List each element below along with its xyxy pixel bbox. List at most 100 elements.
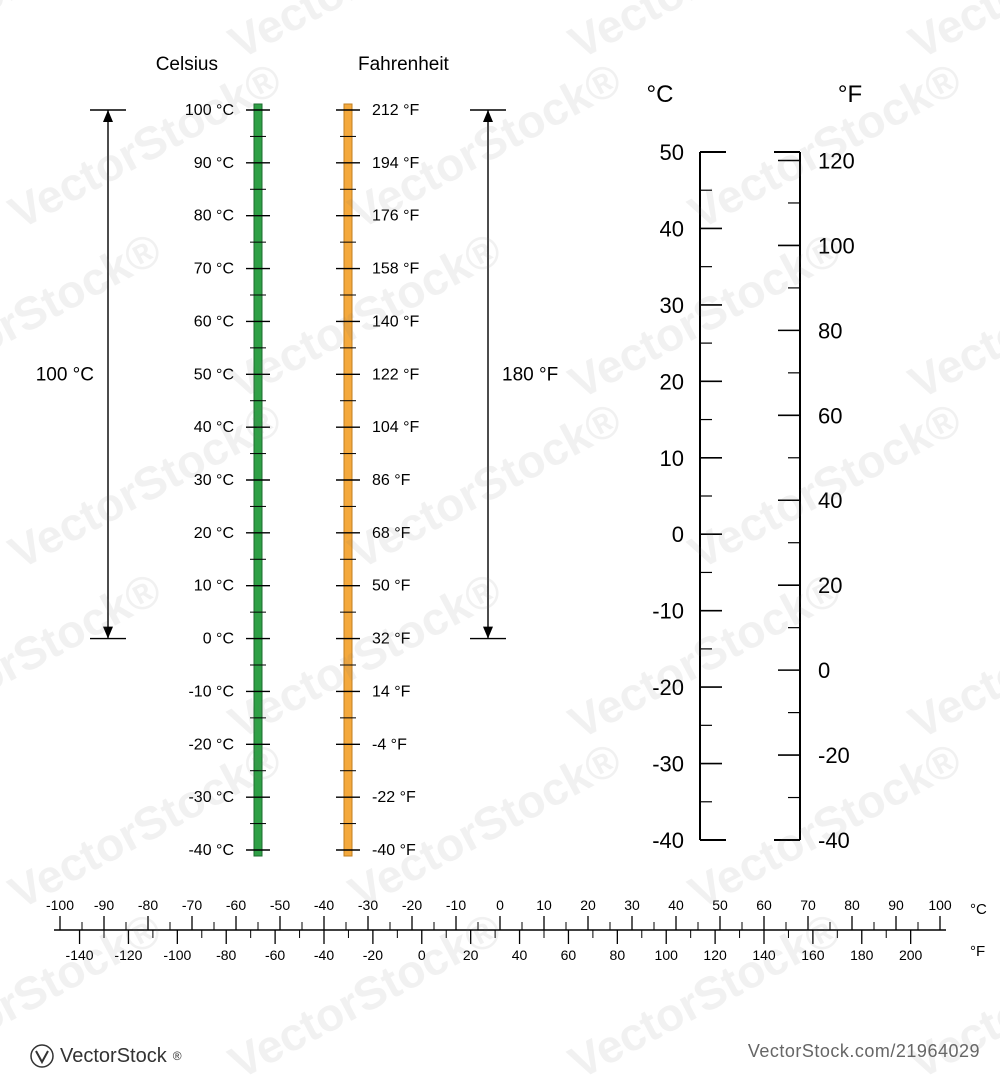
brand-footer: VectorStock ® <box>30 1044 182 1068</box>
tick-label: 158 °F <box>372 261 420 278</box>
tick-label: 30 °C <box>194 472 234 489</box>
right-header-c: °C <box>647 81 674 108</box>
bottom-c-tick: 50 <box>712 897 728 913</box>
bottom-f-tick: 160 <box>801 947 825 963</box>
tick-label: 0 °C <box>203 631 234 648</box>
bottom-f-tick: -20 <box>363 947 383 963</box>
bottom-f-tick: -40 <box>314 947 334 963</box>
right-f-tick: -40 <box>818 828 850 853</box>
bottom-c-tick: 90 <box>888 897 904 913</box>
bottom-c-tick: -60 <box>226 897 246 913</box>
right-f-tick: 120 <box>818 148 855 173</box>
bottom-c-tick: -30 <box>358 897 378 913</box>
bottom-f-tick: 180 <box>850 947 874 963</box>
right-c-tick: 30 <box>660 293 684 318</box>
bottom-c-tick: 20 <box>580 897 596 913</box>
range-label: 100 °C <box>36 364 94 385</box>
right-c-tick: 40 <box>660 216 684 241</box>
bottom-c-tick: -90 <box>94 897 114 913</box>
tick-label: -4 °F <box>372 736 407 753</box>
bottom-c-tick: -100 <box>46 897 74 913</box>
tick-label: -40 °C <box>188 842 234 859</box>
tick-label: 140 °F <box>372 313 420 330</box>
tick-label: 32 °F <box>372 631 411 648</box>
bottom-f-tick: 60 <box>561 947 577 963</box>
tick-label: 20 °C <box>194 525 234 542</box>
right-f-tick: 20 <box>818 573 842 598</box>
right-f-tick: 60 <box>818 403 842 428</box>
bottom-c-tick: -10 <box>446 897 466 913</box>
bottom-f-tick: 40 <box>512 947 528 963</box>
bottom-f-tick: 200 <box>899 947 923 963</box>
tick-label: 80 °C <box>194 208 234 225</box>
tick-label: -10 °C <box>188 683 234 700</box>
bottom-c-tick: 70 <box>800 897 816 913</box>
tick-label: -40 °F <box>372 842 416 859</box>
tick-label: 86 °F <box>372 472 411 489</box>
brand-text: VectorStock <box>60 1045 167 1068</box>
tick-label: 60 °C <box>194 313 234 330</box>
bottom-c-unit: °C <box>970 901 987 918</box>
bottom-f-tick: 20 <box>463 947 479 963</box>
bottom-c-tick: 40 <box>668 897 684 913</box>
bottom-c-tick: 80 <box>844 897 860 913</box>
range-label: 180 °F <box>502 364 558 385</box>
tick-label: 90 °C <box>194 155 234 172</box>
tick-label: -30 °C <box>188 789 234 806</box>
right-c-tick: 20 <box>660 369 684 394</box>
bottom-f-tick: -80 <box>216 947 236 963</box>
bottom-c-tick: 10 <box>536 897 552 913</box>
bottom-f-tick: -120 <box>114 947 142 963</box>
tick-label: 104 °F <box>372 419 420 436</box>
tick-label: 212 °F <box>372 102 420 119</box>
right-c-tick: -10 <box>652 599 684 624</box>
tick-label: 50 °C <box>194 366 234 383</box>
bottom-c-tick: 60 <box>756 897 772 913</box>
tick-label: 70 °C <box>194 261 234 278</box>
tick-label: 10 °C <box>194 578 234 595</box>
brand-registered: ® <box>173 1049 182 1063</box>
right-f-tick: -20 <box>818 743 850 768</box>
tick-label: 50 °F <box>372 578 411 595</box>
bottom-c-tick: 0 <box>496 897 504 913</box>
right-c-tick: 50 <box>660 140 684 165</box>
right-header-f: °F <box>838 81 862 108</box>
right-c-tick: -40 <box>652 828 684 853</box>
bottom-f-tick: 0 <box>418 947 426 963</box>
scale-header: Celsius <box>156 54 218 75</box>
tick-label: -20 °C <box>188 736 234 753</box>
tick-label: 176 °F <box>372 208 420 225</box>
right-c-tick: 10 <box>660 446 684 471</box>
right-c-tick: 0 <box>672 522 684 547</box>
bottom-f-unit: °F <box>970 943 985 960</box>
bottom-c-tick: -50 <box>270 897 290 913</box>
right-f-tick: 100 <box>818 233 855 258</box>
bottom-f-tick: 100 <box>655 947 679 963</box>
bottom-c-tick: 30 <box>624 897 640 913</box>
bottom-c-tick: -40 <box>314 897 334 913</box>
bottom-f-tick: -140 <box>66 947 94 963</box>
scale-header: Fahrenheit <box>358 54 450 75</box>
bottom-c-tick: -20 <box>402 897 422 913</box>
tick-label: 100 °C <box>185 102 234 119</box>
right-c-tick: -20 <box>652 675 684 700</box>
tick-label: 40 °C <box>194 419 234 436</box>
tick-label: 68 °F <box>372 525 411 542</box>
bottom-c-tick: -80 <box>138 897 158 913</box>
bottom-f-tick: 140 <box>752 947 776 963</box>
tick-label: 194 °F <box>372 155 420 172</box>
tick-label: 14 °F <box>372 683 411 700</box>
right-f-tick: 80 <box>818 318 842 343</box>
bottom-c-tick: 100 <box>928 897 952 913</box>
diagram-canvas: 100 °C90 °C80 °C70 °C60 °C50 °C40 °C30 °… <box>0 0 1000 1080</box>
right-f-tick: 0 <box>818 658 830 683</box>
bottom-f-tick: -100 <box>163 947 191 963</box>
right-c-tick: -30 <box>652 752 684 777</box>
tick-label: 122 °F <box>372 366 420 383</box>
brand-icon <box>30 1044 54 1068</box>
image-id: VectorStock.com/21964029 <box>748 1041 980 1062</box>
bottom-f-tick: 80 <box>610 947 626 963</box>
right-f-tick: 40 <box>818 488 842 513</box>
bottom-f-tick: 120 <box>703 947 727 963</box>
bottom-f-tick: -60 <box>265 947 285 963</box>
